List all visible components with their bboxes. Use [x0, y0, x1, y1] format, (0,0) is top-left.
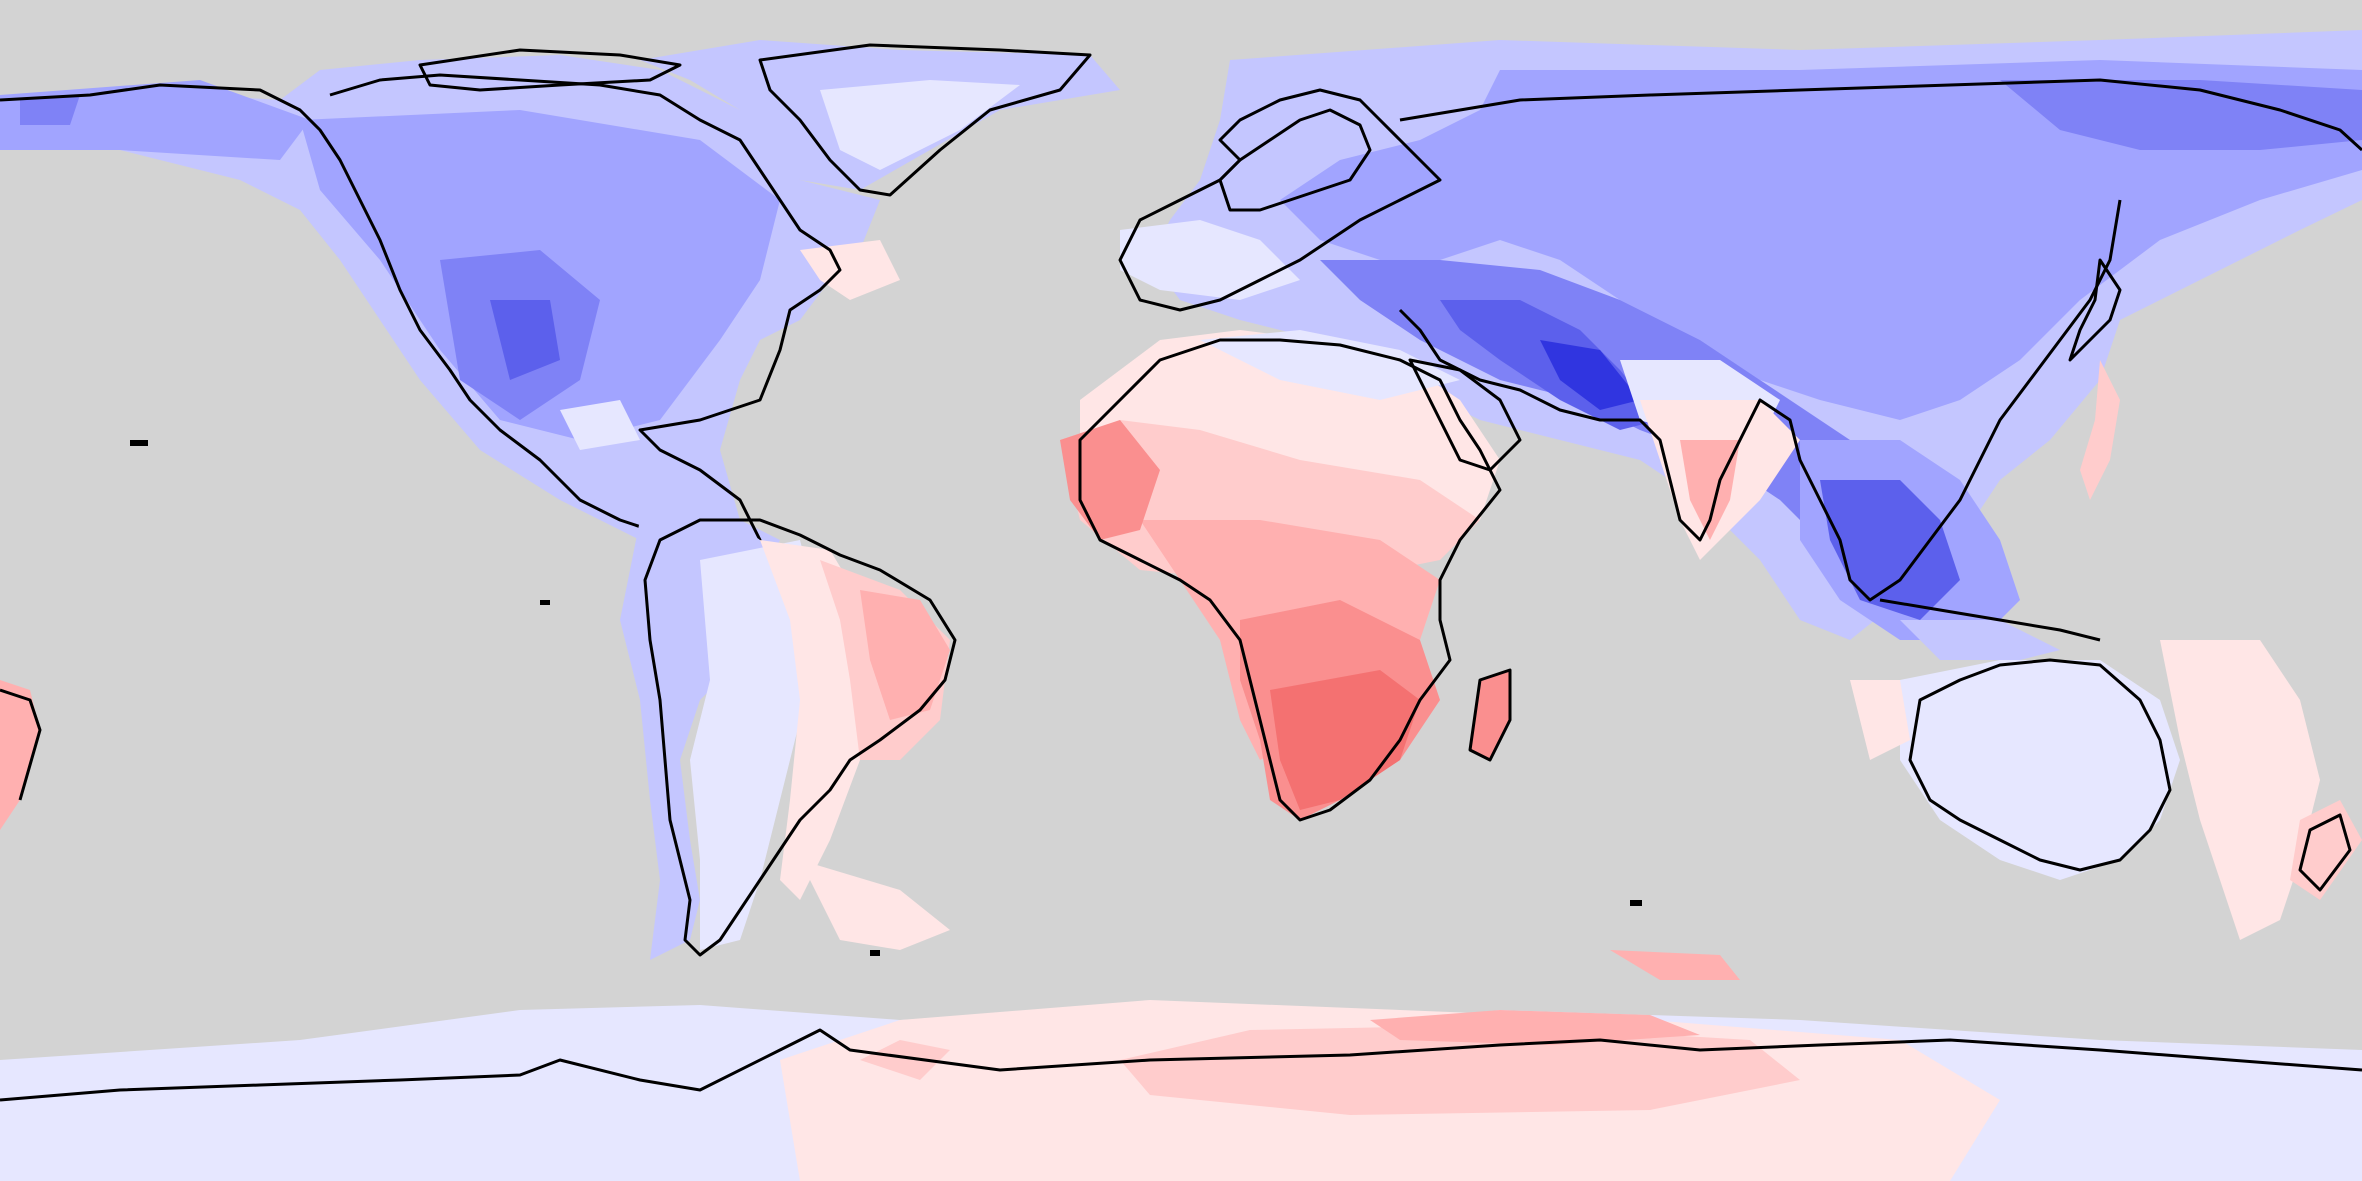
- hawaii-speck: [130, 440, 148, 446]
- na-deep: [490, 300, 560, 380]
- siberia-mid: [1280, 60, 2362, 420]
- newfoundland-pale-red: [800, 240, 900, 300]
- antarctica-light-red: [1120, 1025, 1800, 1115]
- greenland-pale: [820, 80, 1020, 170]
- south-america-field: [620, 510, 957, 960]
- asia-coastline: [1399, 78, 2362, 152]
- greenland-field: [640, 40, 1120, 197]
- eurasia-field: [1118, 30, 2362, 640]
- alaska-deep: [20, 95, 80, 125]
- north-america-field: [0, 48, 900, 580]
- antarctica-field: [0, 1000, 2362, 1181]
- sa-pale: [690, 540, 820, 950]
- japan-coastline: [2068, 258, 2122, 362]
- himalaya-core: [1540, 340, 1640, 410]
- new-zealand-coastline: [2298, 813, 2352, 892]
- africa-deep-south: [1270, 670, 1420, 810]
- indonesia-coastline: [1879, 598, 2101, 642]
- na-coastline: [0, 73, 842, 562]
- arctic-archipelago-coastline: [418, 48, 682, 92]
- scandinavia-coastline: [1218, 108, 1372, 212]
- mariana-red-arc: [2080, 360, 2120, 500]
- indian-ocean-pale-red: [1850, 680, 1910, 760]
- falklands-speck: [870, 950, 880, 956]
- antarctic-peninsula-red: [860, 1040, 950, 1080]
- africa-coastline: [1078, 338, 1502, 822]
- kerguelen-speck: [1630, 900, 1642, 906]
- australia-coastline: [1908, 658, 2172, 872]
- arabia-coastline: [1408, 358, 1522, 472]
- pacific-island-arc: [0, 688, 42, 801]
- sa-coastline: [643, 518, 957, 957]
- subantarctic-red: [1610, 950, 1740, 980]
- greenland-coastline: [758, 43, 1092, 197]
- oceania-field: [1850, 598, 2362, 940]
- europe-pale: [1120, 220, 1300, 300]
- oceania-pale-red: [2160, 640, 2320, 940]
- galapagos-speck: [540, 600, 550, 605]
- sa-atlantic-red: [800, 860, 950, 950]
- islands-field: [0, 360, 2120, 980]
- east-siberia-deep: [2000, 80, 2362, 150]
- australia-north-blue: [1900, 620, 2060, 660]
- sa-brazil-red: [860, 590, 950, 720]
- east-asia-coastline: [1398, 199, 2122, 602]
- india-red: [1680, 440, 1740, 540]
- sahara-north-pale: [1200, 330, 1460, 400]
- kermadec-red-arc: [0, 680, 40, 830]
- antarctica-coastline: [0, 1028, 2362, 1102]
- madagascar-coastline: [1468, 668, 1512, 762]
- mexico-gulf-pale: [560, 400, 640, 450]
- antarctica-mid-red: [1370, 1010, 1700, 1045]
- africa-field: [1060, 330, 1522, 822]
